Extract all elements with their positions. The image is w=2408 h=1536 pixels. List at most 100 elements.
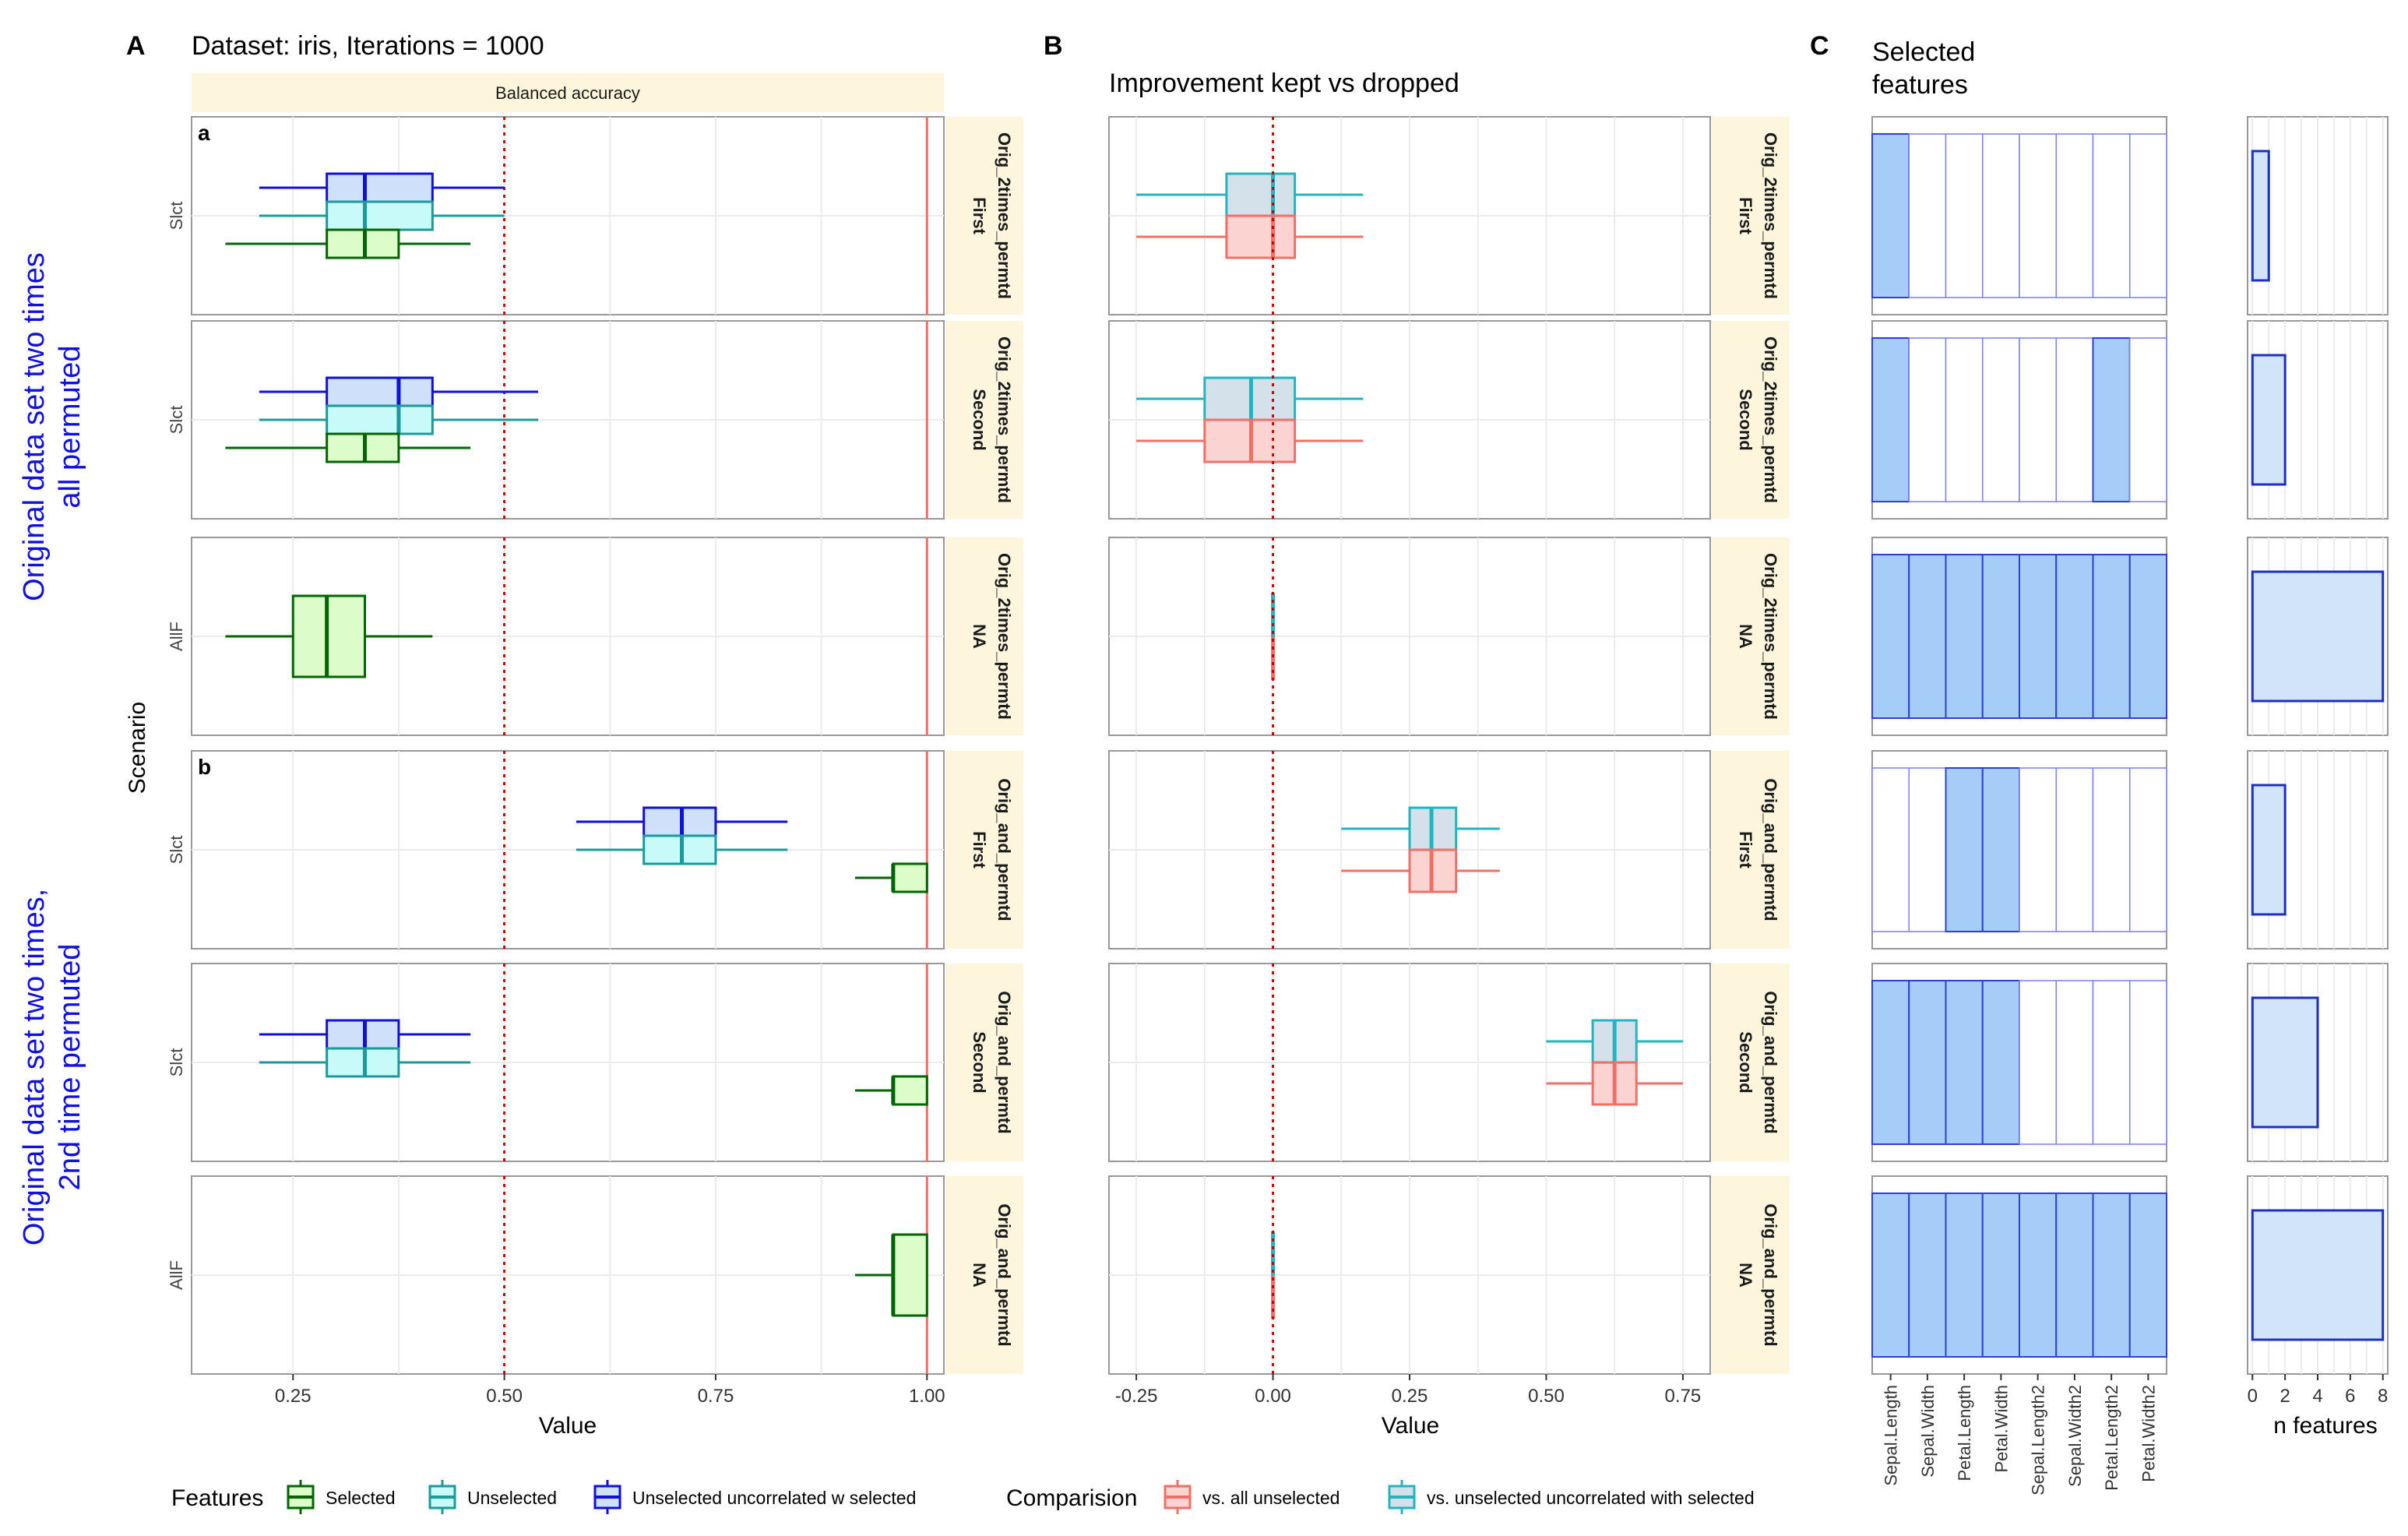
panel-C-row-4-cell-2 (1945, 980, 1984, 1145)
panel-C-row-1-cell-7 (2129, 337, 2167, 502)
panel-C-row-3-cell-3 (1981, 767, 2020, 932)
panel-C-row-2-cell-3 (1981, 554, 2020, 719)
panel-A-row-4-strip (945, 964, 1023, 1161)
panel-C-x-tick-label: Sepal.Length (1882, 1385, 1901, 1486)
panel-A-row-0-box-0-box (326, 172, 434, 203)
panel-C-row-2-cell-7 (2128, 554, 2167, 719)
legend-comparision: Comparision vs. all unselected vs. unselec… (1006, 1480, 1755, 1514)
panel-C-row-0-cell-1 (1908, 133, 1947, 298)
strip-A (192, 73, 944, 112)
panel-A-row-4-box-1-box (326, 1047, 400, 1078)
panel-C-row-4-cell-6 (2092, 980, 2131, 1145)
panel-B-x-tick-label: 0.50 (1528, 1386, 1565, 1407)
panel-A-row-5-box-0-box (892, 1233, 928, 1317)
panel-A-row-0-strip-label-2: First (970, 197, 989, 234)
panel-A-row-3-box-2-box (892, 862, 928, 893)
side-label-bottom-line2: 2nd time permuted (54, 944, 86, 1191)
panel-A-row-1-y-label: Slct (167, 406, 186, 435)
legend-features-label-0: Selected (326, 1488, 396, 1508)
panel-A-row-3-strip-label-2: First (970, 831, 989, 868)
panel-A-row-3-box-1-box (642, 834, 717, 865)
panel-B-row-4-strip-label-2: Second (1736, 1031, 1755, 1093)
panel-B-title: Improvement kept vs dropped (1109, 69, 1459, 98)
panel-A-row-0-box-2-box (326, 228, 400, 259)
panel-A-row-2-strip-label-1: Orig_2times_permtd (995, 553, 1014, 720)
legend-features-label-1: Unselected (467, 1488, 557, 1508)
panel-C-row-1-cell-4 (2019, 337, 2057, 502)
panel-A-row-3-box-0-box (642, 806, 717, 837)
side-label-bottom-line1: Original data set two times, (18, 889, 51, 1245)
panel-B-plot: Orig_2times_permtd First Orig_2times_permt… (1108, 116, 1790, 1407)
panel-A-row-1-strip (945, 321, 1023, 519)
panel-C-row-1-cell-6 (2092, 337, 2131, 502)
panel-A-row-5-strip-label-2: NA (970, 1263, 989, 1288)
legend-features-title: Features (171, 1485, 263, 1511)
panel-C-row-4-cell-7 (2129, 980, 2167, 1145)
panel-C-row-5-cell-6 (2092, 1193, 2131, 1358)
panel-C-row-5-cell-7 (2128, 1193, 2167, 1358)
panel-C-row-3-cell-7 (2129, 767, 2167, 932)
panel-B-x-tick-label: 0.00 (1255, 1386, 1291, 1407)
panel-B-row-1-strip-label-2: Second (1736, 389, 1755, 450)
panel-C-nfeatures-x-axis-title: n features (2273, 1413, 2377, 1439)
panel-C-row-0-cell-3 (1982, 133, 2020, 298)
panel-A-x-axis-title: Value (539, 1413, 597, 1439)
panel-A-row-3-strip (945, 751, 1023, 949)
panel-B-row-5-strip (1712, 1176, 1790, 1374)
panel-C2-row-1-bar (2251, 354, 2287, 486)
panel-B-row-0-strip-label-1: Orig_2times_permtd (1761, 132, 1780, 299)
panel-C-heatmap: Sepal.Length Sepal.Width Petal.Length Petal… (1871, 116, 2167, 1495)
panel-A-row-2-box-0-box (291, 594, 367, 678)
panel-C-nfeatures: 0 2 4 6 8 (2247, 116, 2389, 1407)
panel-C-row-1-cell-1 (1908, 337, 1947, 502)
panel-B-row-2-strip (1712, 537, 1790, 735)
panel-B-x-tick-label: -0.25 (1115, 1386, 1158, 1407)
panel-A-row-2-y-label: AllF (167, 622, 186, 651)
panel-C-title-line1: Selected (1872, 37, 1975, 67)
legend-features-label-2: Unselected uncorrelated w selected (632, 1488, 916, 1508)
panel-C-title-line2: features (1872, 70, 1968, 100)
panel-A-row-1-strip-label-2: Second (970, 389, 989, 450)
panel-C2-row-5-bar (2251, 1209, 2385, 1341)
panel-C2-x-tick-label: 2 (2280, 1386, 2290, 1407)
panel-A-row-5-y-label: AllF (167, 1260, 186, 1290)
panel-C-row-2-cell-4 (2019, 554, 2058, 719)
panel-B-row-1-strip-label-1: Orig_2times_permtd (1761, 336, 1780, 503)
panel-A-row-1-strip-label-1: Orig_2times_permtd (995, 336, 1014, 503)
panel-B-row-2-strip-label-1: Orig_2times_permtd (1761, 553, 1780, 720)
panel-C-row-4-cell-4 (2019, 980, 2057, 1145)
panel-A-row-0-y-label: Slct (167, 202, 186, 231)
panel-B-row-1-strip (1712, 321, 1790, 519)
panel-B-row-0-strip-label-2: First (1736, 197, 1755, 234)
panel-C-row-5-cell-5 (2055, 1193, 2094, 1358)
panel-A-row-4-strip-label-1: Orig_and_permtd (995, 991, 1014, 1133)
panel-C-row-0-cell-4 (2019, 133, 2057, 298)
panel-B-row-0-strip (1712, 117, 1790, 315)
panel-C-row-4-cell-3 (1981, 980, 2020, 1145)
panel-B-row-5-strip-label-2: NA (1736, 1263, 1755, 1288)
legend-comparision-label-0: vs. all unselected (1202, 1488, 1340, 1508)
panel-C-x-tick-label: Sepal.Length2 (2029, 1385, 2048, 1495)
side-label-top-line1: Original data set two times (18, 252, 51, 601)
scenario-axis-label: Scenario (125, 702, 150, 794)
panel-A-row-3-y-label: Slct (167, 836, 186, 865)
panel-C-row-5-cell-1 (1908, 1193, 1947, 1358)
panel-A-x-tick-label: 0.25 (275, 1386, 312, 1407)
panel-A-row-4-strip-label-2: Second (970, 1031, 989, 1093)
panel-C2-x-tick-label: 6 (2345, 1386, 2355, 1407)
panel-C-row-3-cell-4 (2019, 767, 2057, 932)
panel-A-plot: Slct a Orig_2times_permtd First Slct Orig_2ti… (167, 116, 1023, 1407)
panel-A-row-0-box-1-box (326, 200, 434, 231)
panel-C2-row-2-bar (2251, 570, 2385, 703)
side-label-top-line2: all permuted (54, 345, 86, 508)
panel-label-B: B (1044, 31, 1063, 61)
panel-label-A: A (126, 31, 146, 61)
panel-C-row-0-cell-7 (2129, 133, 2167, 298)
panel-A-row-5-strip-label-1: Orig_and_permtd (995, 1203, 1014, 1346)
panel-C-row-5-cell-0 (1871, 1193, 1910, 1358)
panel-C-row-2-cell-1 (1908, 554, 1947, 719)
panel-C-row-1-cell-0 (1871, 337, 1910, 502)
panel-A-row-0-strip-label-1: Orig_2times_permtd (995, 132, 1014, 299)
panel-C2-x-tick-label: 0 (2248, 1386, 2258, 1407)
panel-C2-x-tick-label: 8 (2378, 1386, 2388, 1407)
